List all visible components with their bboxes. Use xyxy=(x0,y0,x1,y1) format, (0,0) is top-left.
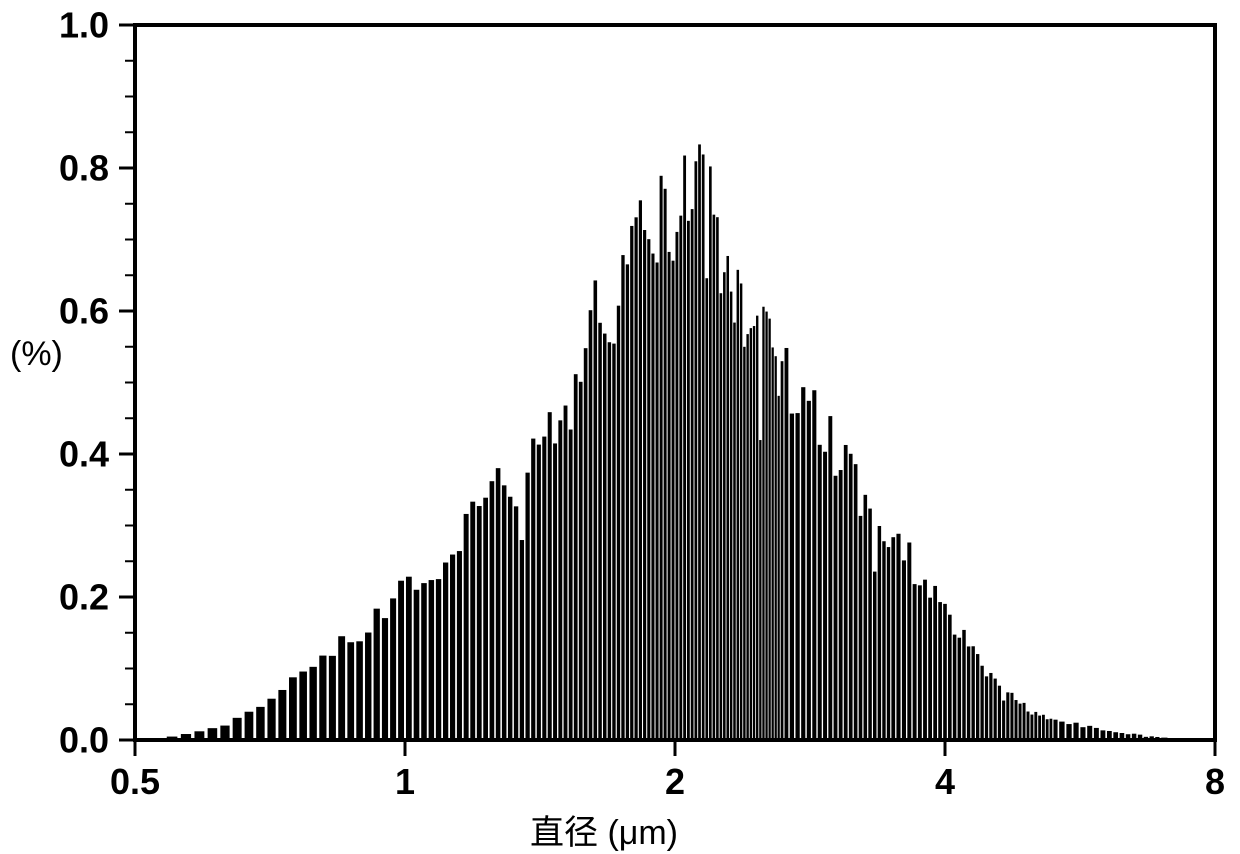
svg-text:0.2: 0.2 xyxy=(59,577,109,618)
svg-text:0.6: 0.6 xyxy=(59,291,109,332)
svg-text:0.4: 0.4 xyxy=(59,434,109,475)
svg-text:0.5: 0.5 xyxy=(110,761,160,802)
svg-text:8: 8 xyxy=(1205,761,1225,802)
svg-text:2: 2 xyxy=(665,761,685,802)
histogram-chart: (%) 直径 (μm) 0.512480.00.20.40.60.81.0 xyxy=(0,0,1240,849)
svg-text:1: 1 xyxy=(395,761,415,802)
svg-text:4: 4 xyxy=(935,761,955,802)
svg-text:1.0: 1.0 xyxy=(59,5,109,46)
svg-text:0.0: 0.0 xyxy=(59,720,109,761)
chart-svg: 0.5 1 2 4 8 0.0 0.2 0.4 0.6 0.8 1.0 xyxy=(0,0,1240,849)
svg-text:0.8: 0.8 xyxy=(59,148,109,189)
